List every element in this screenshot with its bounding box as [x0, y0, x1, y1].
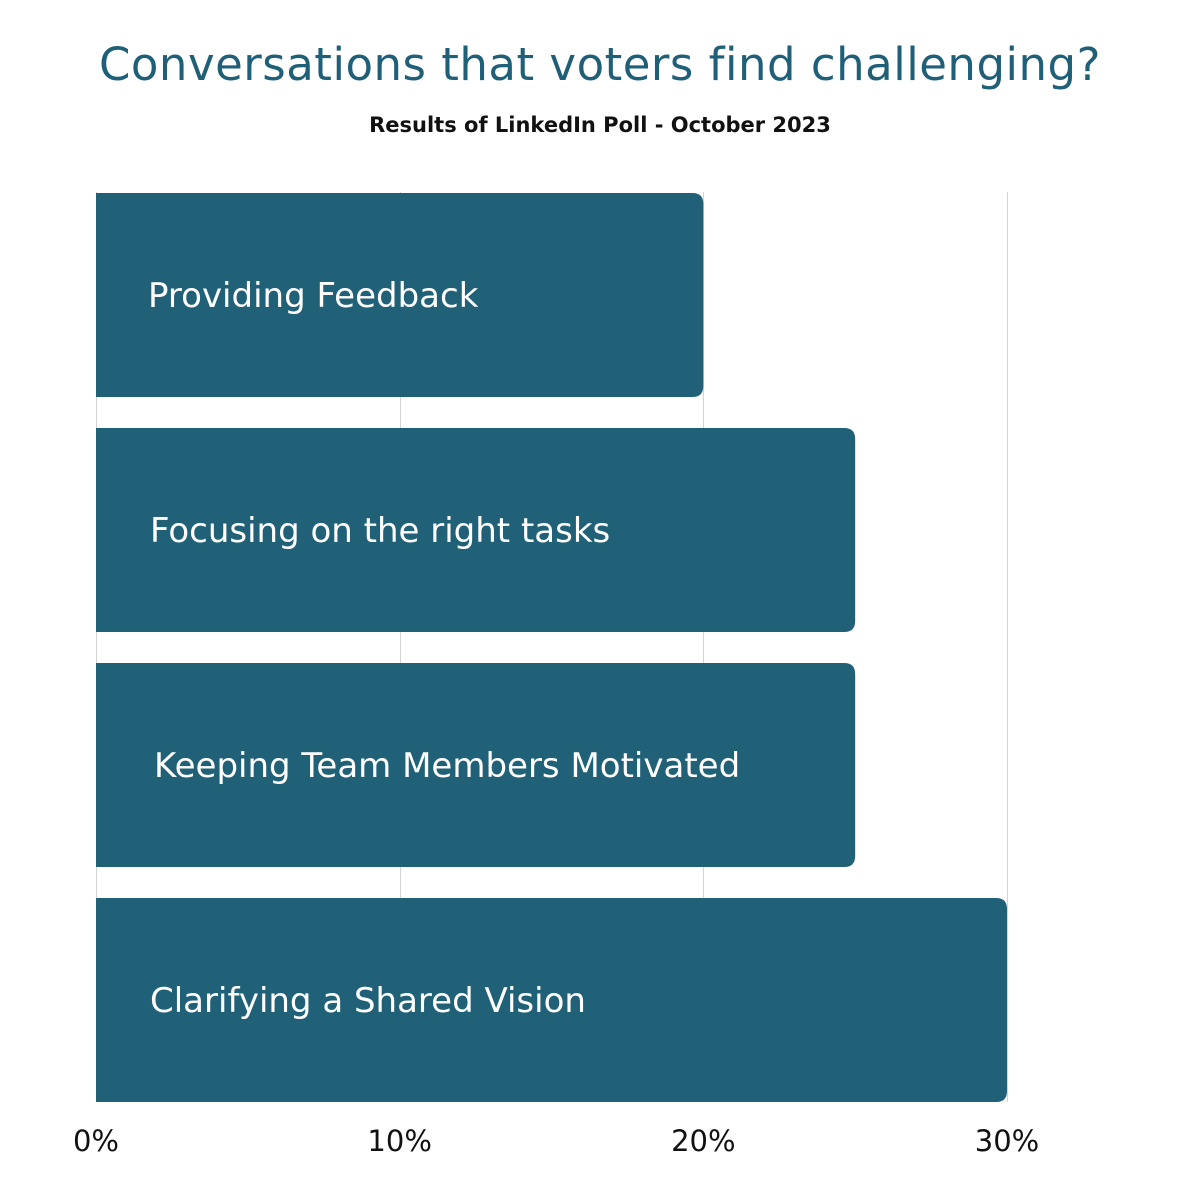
bar-0: [96, 193, 704, 397]
x-tick-label-1: 10%: [367, 1124, 431, 1158]
bar-label-1: Focusing on the right tasks: [150, 511, 610, 551]
x-tick-label-0: 0%: [73, 1124, 119, 1158]
bar-label-0: Providing Feedback: [148, 276, 479, 316]
chart-title: Conversations that voters find challengi…: [98, 38, 1101, 91]
bar-label-2: Keeping Team Members Motivated: [154, 746, 740, 786]
bar-label-3: Clarifying a Shared Vision: [150, 981, 586, 1021]
bar-2: [96, 663, 856, 867]
x-tick-label-3: 30%: [975, 1124, 1039, 1158]
bar-3: [96, 898, 1007, 1102]
x-tick-label-2: 20%: [671, 1124, 735, 1158]
chart-subtitle: Results of LinkedIn Poll - October 2023: [369, 113, 831, 137]
bar-1: [96, 428, 856, 632]
